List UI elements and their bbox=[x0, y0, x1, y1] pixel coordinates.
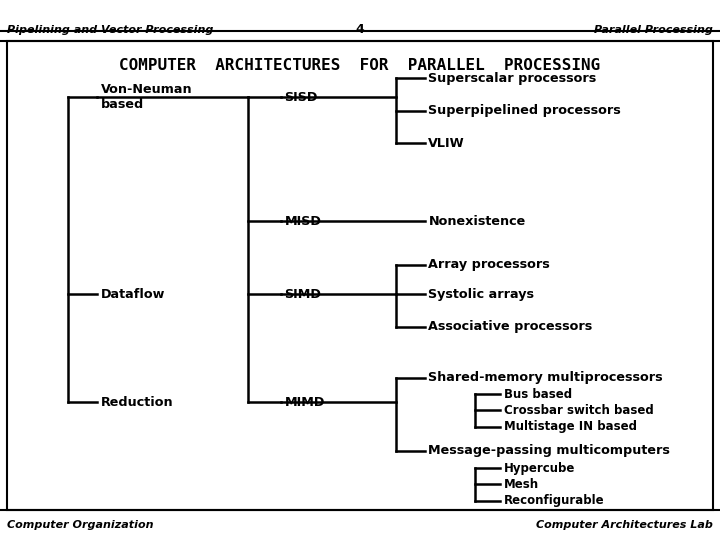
Text: Reduction: Reduction bbox=[101, 396, 174, 409]
Text: Reconfigurable: Reconfigurable bbox=[504, 494, 605, 507]
Text: Superpipelined processors: Superpipelined processors bbox=[428, 104, 621, 117]
Text: COMPUTER  ARCHITECTURES  FOR  PARALLEL  PROCESSING: COMPUTER ARCHITECTURES FOR PARALLEL PROC… bbox=[120, 58, 600, 73]
Text: Crossbar switch based: Crossbar switch based bbox=[504, 404, 654, 417]
Text: Hypercube: Hypercube bbox=[504, 462, 575, 475]
Text: Superscalar processors: Superscalar processors bbox=[428, 72, 597, 85]
Text: Message-passing multicomputers: Message-passing multicomputers bbox=[428, 444, 670, 457]
Text: Associative processors: Associative processors bbox=[428, 320, 593, 333]
Text: Multistage IN based: Multistage IN based bbox=[504, 420, 637, 433]
Text: MISD: MISD bbox=[284, 215, 321, 228]
Text: Bus based: Bus based bbox=[504, 388, 572, 401]
Text: Systolic arrays: Systolic arrays bbox=[428, 288, 534, 301]
Text: Mesh: Mesh bbox=[504, 478, 539, 491]
Text: SISD: SISD bbox=[284, 91, 318, 104]
Text: VLIW: VLIW bbox=[428, 137, 465, 150]
Text: Pipelining and Vector Processing: Pipelining and Vector Processing bbox=[7, 25, 214, 35]
Text: Von-Neuman
based: Von-Neuman based bbox=[101, 83, 192, 111]
Text: Parallel Processing: Parallel Processing bbox=[594, 25, 713, 35]
Text: Nonexistence: Nonexistence bbox=[428, 215, 526, 228]
Text: MIMD: MIMD bbox=[284, 396, 325, 409]
Text: Computer Organization: Computer Organization bbox=[7, 520, 153, 530]
Text: SIMD: SIMD bbox=[284, 288, 321, 301]
Text: Array processors: Array processors bbox=[428, 258, 550, 271]
Text: Dataflow: Dataflow bbox=[101, 288, 165, 301]
Text: 4: 4 bbox=[356, 23, 364, 36]
Text: Computer Architectures Lab: Computer Architectures Lab bbox=[536, 520, 713, 530]
Text: Shared-memory multiprocessors: Shared-memory multiprocessors bbox=[428, 372, 663, 384]
